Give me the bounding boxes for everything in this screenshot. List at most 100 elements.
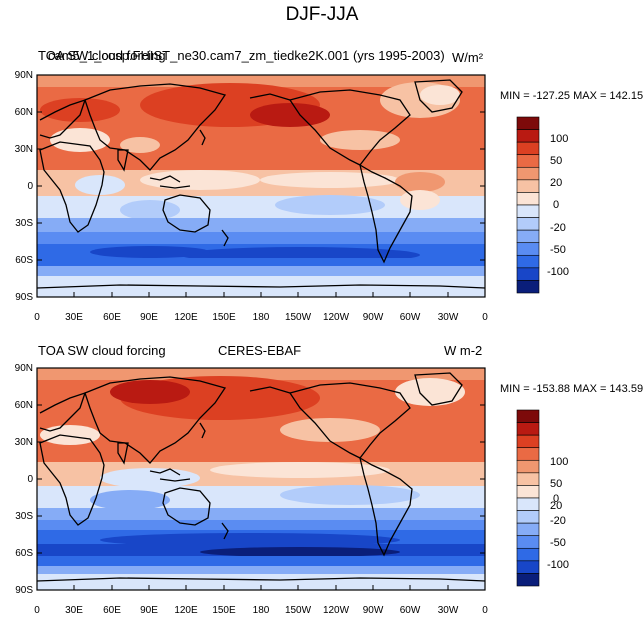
lat-label: 90N xyxy=(15,70,33,81)
panel-1-coastlines xyxy=(37,79,485,289)
panel-1-minmax: MIN = -127.25 MAX = 142.15 xyxy=(500,90,644,102)
lat-label: 30N xyxy=(15,437,33,448)
colorbar-swatch xyxy=(516,280,540,294)
lon-label: 60W xyxy=(400,605,421,616)
lat-label: 90S xyxy=(15,585,33,596)
panel-2-colorbar-labels: 100 50 20 0 0 -20 -50 -100 xyxy=(547,456,569,571)
lat-label: 60N xyxy=(15,400,33,411)
lon-label: 90E xyxy=(140,605,158,616)
lat-label: 60N xyxy=(15,107,33,118)
lon-label: 90W xyxy=(363,605,384,616)
colorbar-swatch xyxy=(516,422,540,436)
colorbar-label: 0 xyxy=(553,199,559,211)
colorbar-swatch xyxy=(516,434,540,449)
lat-label: 90N xyxy=(15,363,33,374)
lat-label: 60S xyxy=(15,255,33,266)
panel-1-left-title: TOA SW cloud forcing xyxy=(38,48,166,63)
lon-label: 120E xyxy=(174,605,198,616)
colorbar-swatch xyxy=(516,535,540,549)
colorbar-swatch xyxy=(516,447,540,461)
lon-label: 180 xyxy=(253,312,270,323)
lon-label: 120E xyxy=(174,312,198,323)
colorbar-label: 20 xyxy=(550,177,562,189)
lon-label: 60E xyxy=(103,605,121,616)
panel-1-colorbar xyxy=(516,116,540,294)
lon-label: 120W xyxy=(323,605,350,616)
lat-label: 60S xyxy=(15,548,33,559)
colorbar-label: -100 xyxy=(547,559,569,571)
panel-1-right-title: W/m² xyxy=(452,50,484,65)
lon-label: 30E xyxy=(65,312,83,323)
colorbar-swatch xyxy=(516,204,540,218)
lon-label: 0 xyxy=(34,312,40,323)
lon-label: 150E xyxy=(212,312,236,323)
lon-label: 60W xyxy=(400,312,421,323)
panel-1-lat-labels: 90N 60N 30N 0 30S 60S 90S xyxy=(15,70,34,303)
colorbar-swatch xyxy=(516,141,540,156)
colorbar-swatch xyxy=(516,409,540,423)
panel-2-center-title: CERES-EBAF xyxy=(218,343,302,358)
lat-label: 0 xyxy=(27,474,33,485)
colorbar-label: -50 xyxy=(550,537,566,549)
colorbar-swatch xyxy=(516,547,540,562)
lon-label: 60E xyxy=(103,312,121,323)
lon-label: 30W xyxy=(438,312,459,323)
colorbar-swatch xyxy=(516,459,540,474)
lon-label: 0 xyxy=(34,605,40,616)
colorbar-swatch xyxy=(516,267,540,281)
colorbar-swatch xyxy=(516,179,540,193)
lon-label: 150W xyxy=(285,312,312,323)
colorbar-swatch xyxy=(516,242,540,256)
lat-label: 30N xyxy=(15,144,33,155)
lon-label: 0 xyxy=(482,312,488,323)
panel-2-colorbar xyxy=(516,409,540,587)
lon-label: 150E xyxy=(212,605,236,616)
panel-1-center-title: cam5_1_cosp.FHIST_ne30.cam7_zm_tiedke2K.… xyxy=(48,48,445,63)
colorbar-label: -20 xyxy=(550,515,566,527)
colorbar-swatch xyxy=(516,472,540,486)
colorbar-label: -20 xyxy=(550,222,566,234)
panel-1-field xyxy=(37,75,485,297)
colorbar-label: 50 xyxy=(550,155,562,167)
panel-1-colorbar-labels: 100 50 20 0 -20 -50 -100 xyxy=(547,133,569,278)
lon-label: 30E xyxy=(65,605,83,616)
lon-label: 120W xyxy=(323,312,350,323)
colorbar-label: 0 xyxy=(553,493,559,505)
lon-label: 90E xyxy=(140,312,158,323)
panel-2-minmax: MIN = -153.88 MAX = 143.59 xyxy=(500,383,644,395)
colorbar-swatch xyxy=(516,560,540,574)
panel-2-lat-labels: 90N 60N 30N 0 30S 60S 90S xyxy=(15,363,34,596)
colorbar-label: -100 xyxy=(547,266,569,278)
colorbar-swatch xyxy=(516,497,540,511)
colorbar-swatch xyxy=(516,485,540,499)
colorbar-swatch xyxy=(516,217,540,231)
colorbar-swatch xyxy=(516,522,540,537)
colorbar-swatch xyxy=(516,573,540,587)
colorbar-label: 100 xyxy=(550,456,568,468)
lon-label: 180 xyxy=(253,605,270,616)
panel-1-ticks xyxy=(37,74,485,297)
colorbar-swatch xyxy=(516,510,540,524)
panel-2-left-title: TOA SW cloud forcing xyxy=(38,343,166,358)
panel-2-right-title: W m-2 xyxy=(444,343,483,358)
colorbar-label: 50 xyxy=(550,478,562,490)
colorbar-swatch xyxy=(516,116,540,130)
lat-label: 30S xyxy=(15,218,33,229)
lon-label: 90W xyxy=(363,312,384,323)
panel-2-field xyxy=(37,368,485,590)
colorbar-swatch xyxy=(516,154,540,168)
lon-label: 150W xyxy=(285,605,312,616)
lat-label: 90S xyxy=(15,292,33,303)
lat-label: 0 xyxy=(27,181,33,192)
colorbar-label: 100 xyxy=(550,133,568,145)
colorbar-swatch xyxy=(516,129,540,143)
panel-1-lon-labels: 0 30E 60E 90E 120E 150E 180 150W 120W 90… xyxy=(34,312,488,323)
lon-label: 30W xyxy=(438,605,459,616)
lat-label: 30S xyxy=(15,511,33,522)
panel-2-lon-labels: 0 30E 60E 90E 120E 150E 180 150W 120W 90… xyxy=(34,605,488,616)
colorbar-swatch xyxy=(516,192,540,206)
colorbar-swatch xyxy=(516,166,540,181)
colorbar-label: -50 xyxy=(550,244,566,256)
colorbar-swatch xyxy=(516,254,540,269)
